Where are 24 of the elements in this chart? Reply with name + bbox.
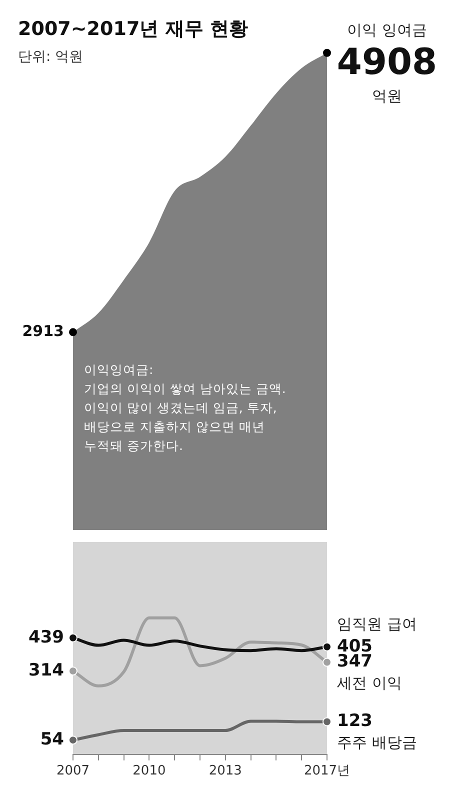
x-tick-label: 2010 [132,764,166,779]
data-label: 4908 [336,42,438,84]
point [322,642,332,652]
data-label: 314 [28,660,64,680]
text: 억원 [372,86,402,105]
point [322,717,332,726]
x-tick-label: 2013 [208,764,242,779]
annotation: 이익잉여금: 기업의 이익이 쌓여 남아있는 금액. 이익이 많이 생겼는데 임금, 투자, 배당으로 지출하지 않으면 매년 누적돼 증가한다. [84,361,287,455]
point [322,658,332,667]
series-label: 세전 이익 [337,674,402,692]
chart-subtitle: 단위: 억원 [18,48,84,66]
series-label: 임직원 급여 [337,614,417,633]
data-label: 123 [337,711,372,732]
series-label: 주주 배당금 [337,734,417,752]
point [68,666,78,676]
data-label: 2913 [22,322,64,340]
data-label: 54 [40,729,64,750]
point [68,633,78,642]
point [68,736,78,745]
x-tick-label: 2007 [56,764,90,779]
data-label: 439 [28,627,64,648]
chart-title: 2007~2017년 재무 현황 [18,17,248,42]
x-tick-label: 2017년 [304,764,350,779]
series-label: 이익 잉여금 [347,20,427,39]
